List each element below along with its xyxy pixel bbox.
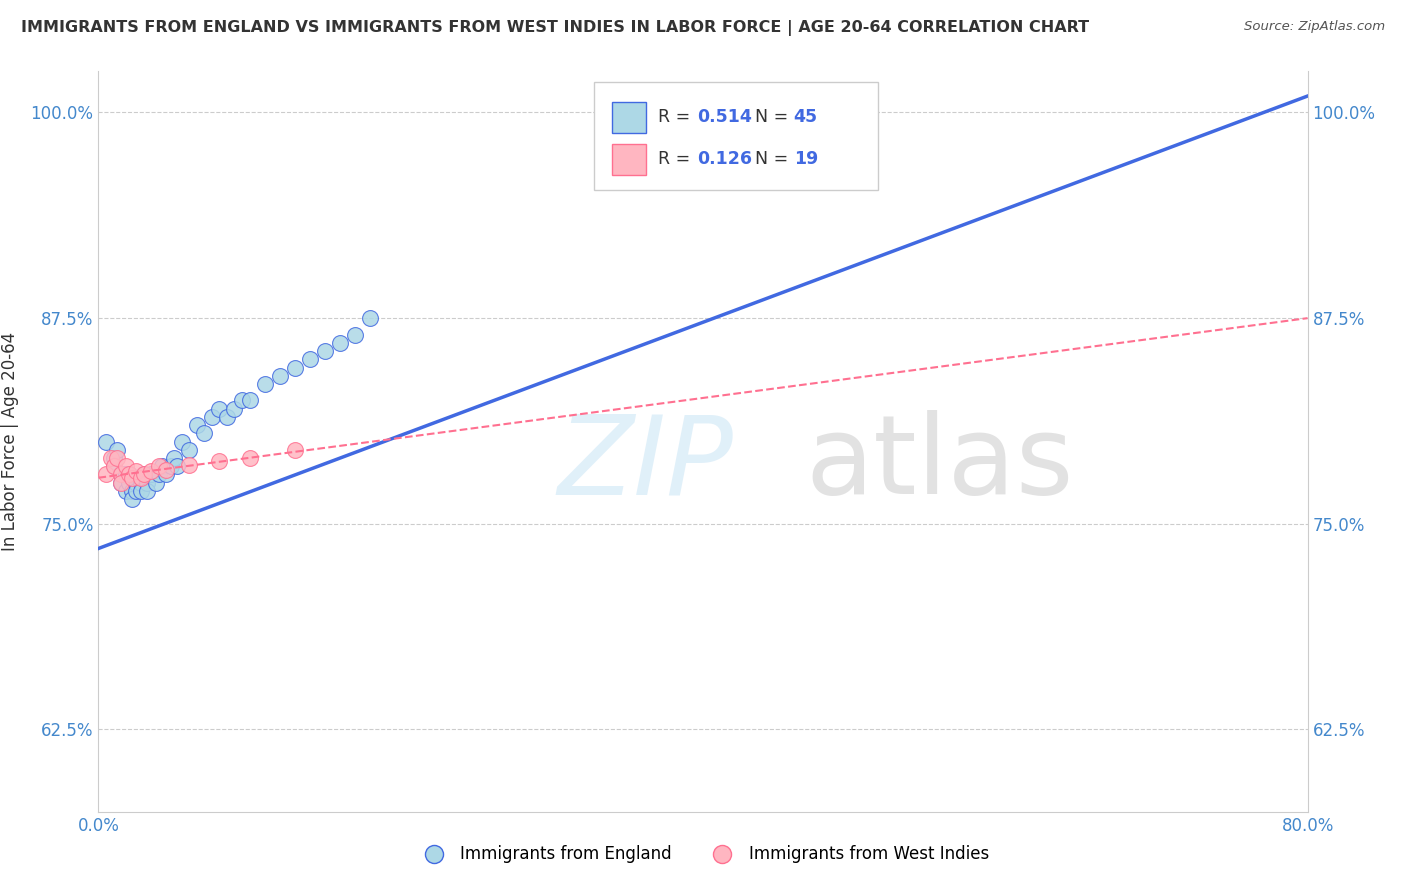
Point: [110, 467, 132, 482]
Point: [163, 450, 186, 465]
Text: R =: R =: [658, 108, 696, 127]
Point: [224, 401, 246, 416]
Point: [170, 434, 193, 449]
Text: R =: R =: [658, 151, 696, 169]
Point: [118, 467, 141, 482]
Text: 45: 45: [793, 108, 818, 127]
Point: [299, 352, 322, 367]
Point: [155, 462, 177, 476]
Point: [201, 409, 224, 424]
Point: [132, 467, 155, 482]
Text: Source: ZipAtlas.com: Source: ZipAtlas.com: [1244, 20, 1385, 33]
Point: [121, 483, 143, 498]
Point: [160, 459, 183, 474]
Point: [166, 459, 188, 474]
Point: [344, 327, 367, 342]
Point: [114, 467, 136, 482]
Text: ZIP: ZIP: [558, 410, 734, 517]
Point: [129, 483, 152, 498]
Text: IMMIGRANTS FROM ENGLAND VS IMMIGRANTS FROM WEST INDIES IN LABOR FORCE | AGE 20-6: IMMIGRANTS FROM ENGLAND VS IMMIGRANTS FR…: [21, 20, 1090, 36]
Point: [110, 475, 132, 490]
Point: [118, 467, 141, 482]
Point: [329, 335, 352, 350]
FancyBboxPatch shape: [595, 82, 879, 190]
Point: [94, 467, 117, 482]
Point: [94, 434, 117, 449]
Text: 0.514: 0.514: [697, 108, 752, 127]
Point: [103, 459, 125, 474]
Bar: [613, 144, 647, 175]
Point: [118, 475, 141, 490]
Point: [135, 483, 157, 498]
Point: [114, 483, 136, 498]
Point: [150, 459, 173, 474]
Point: [314, 344, 336, 359]
Point: [155, 467, 177, 482]
Point: [129, 475, 152, 490]
Point: [179, 458, 201, 472]
Point: [103, 459, 125, 474]
Text: 19: 19: [793, 151, 818, 169]
Text: N =: N =: [755, 108, 794, 127]
Legend: Immigrants from England, Immigrants from West Indies: Immigrants from England, Immigrants from…: [411, 838, 995, 870]
Point: [215, 409, 238, 424]
Point: [253, 376, 276, 391]
Point: [284, 442, 307, 457]
Point: [208, 401, 231, 416]
Point: [239, 393, 262, 408]
Point: [100, 450, 122, 465]
Point: [114, 459, 136, 474]
Point: [105, 442, 128, 457]
Point: [125, 464, 148, 478]
Point: [284, 360, 307, 375]
Text: 0.126: 0.126: [697, 151, 752, 169]
Point: [103, 450, 125, 465]
Point: [193, 426, 215, 441]
Point: [125, 475, 148, 490]
Point: [135, 475, 157, 490]
Point: [148, 467, 170, 482]
Point: [141, 464, 163, 478]
Point: [231, 393, 253, 408]
Point: [179, 442, 201, 457]
Point: [132, 467, 155, 482]
Point: [110, 467, 132, 482]
Point: [129, 471, 152, 485]
Point: [145, 475, 167, 490]
Point: [360, 311, 382, 326]
Point: [105, 450, 128, 465]
Text: atlas: atlas: [806, 410, 1074, 517]
Point: [141, 467, 163, 482]
Y-axis label: In Labor Force | Age 20-64: In Labor Force | Age 20-64: [1, 332, 20, 551]
Point: [125, 483, 148, 498]
Bar: [613, 102, 647, 133]
Point: [110, 475, 132, 490]
Point: [121, 471, 143, 485]
Point: [208, 454, 231, 468]
Point: [239, 450, 262, 465]
Point: [121, 492, 143, 507]
Text: N =: N =: [755, 151, 794, 169]
Point: [148, 459, 170, 474]
Point: [269, 368, 291, 383]
Point: [186, 418, 208, 433]
